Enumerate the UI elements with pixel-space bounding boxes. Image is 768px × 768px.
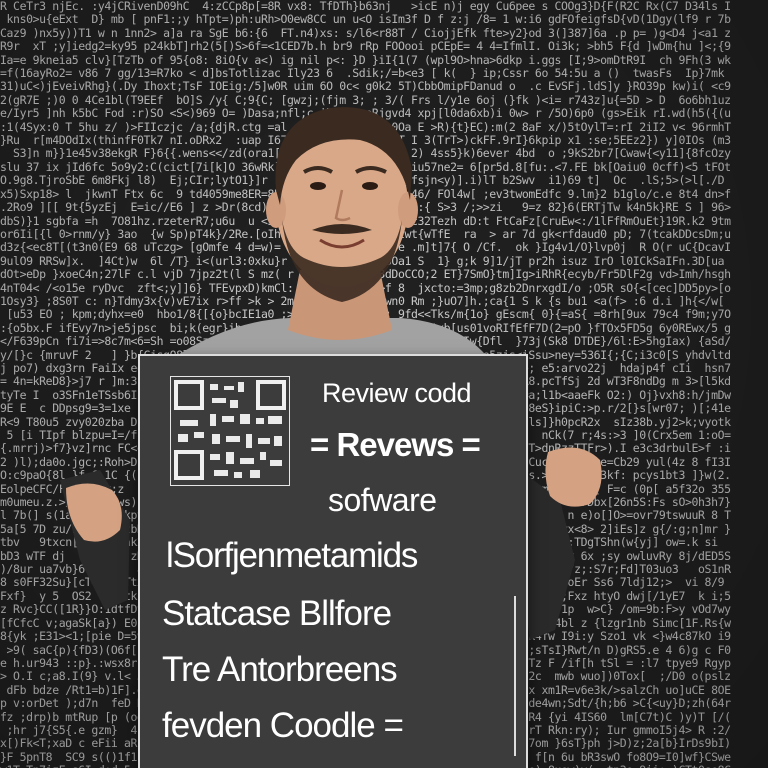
sign-line-5: Statcase Bllfore [162, 594, 392, 633]
sign-line-3: sofware [328, 482, 437, 518]
left-hand [66, 483, 122, 542]
sign-line-2: = Revews = [310, 426, 481, 463]
sign-line-4: lSorfjenmetamids [166, 536, 418, 575]
sign-line-7: fevden Coodle = [162, 706, 404, 745]
sign-line-6: Tre Antorbreens [162, 650, 398, 689]
right-arm [520, 470, 575, 640]
right-hand [545, 447, 602, 507]
beard [282, 220, 402, 302]
sign-line-1: Review codd [322, 378, 472, 408]
face [276, 123, 408, 287]
chalkboard-sign: Review codd = Revews = sofware lSorfjenm… [138, 354, 528, 768]
hair [275, 107, 412, 205]
sign-chalk-line [514, 596, 516, 756]
qr-code-graphic [170, 376, 290, 486]
